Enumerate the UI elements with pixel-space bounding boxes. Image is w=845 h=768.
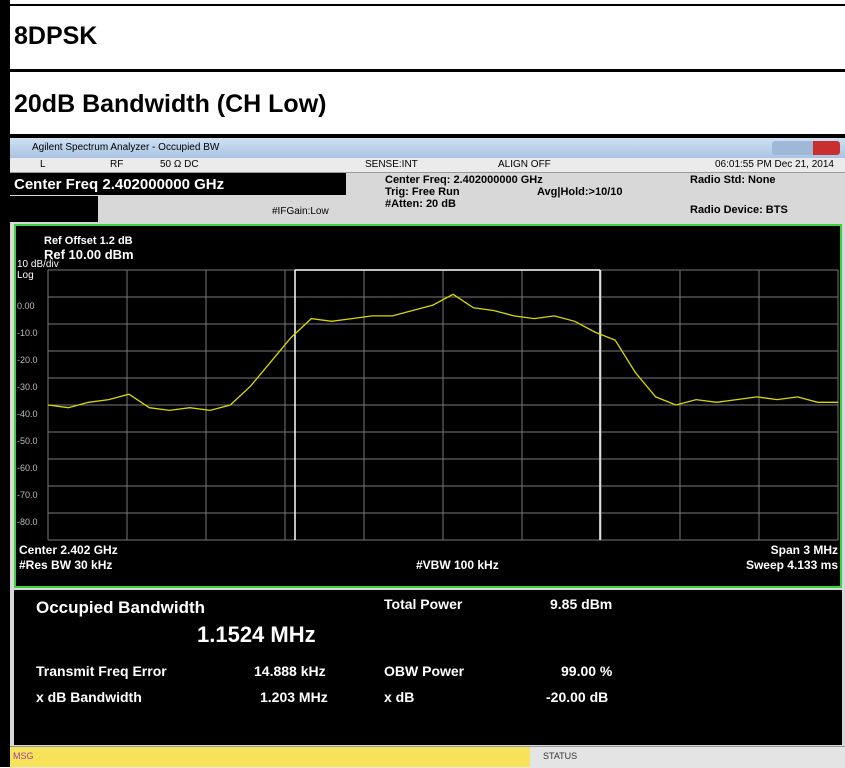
y-tick-label: -30.0 [17,382,38,392]
window-title: Agilent Spectrum Analyzer - Occupied BW [32,142,220,153]
footer-text: STATUS [543,751,578,761]
setting: Center Freq: 2.402000000 GHz [385,174,543,186]
heading: 8DPSK [14,22,98,50]
plot-border [14,224,842,588]
results-panel [14,590,842,745]
result-label: x dB [384,689,415,705]
result-label: x dB Bandwidth [36,689,142,705]
setting: #Atten: 20 dB [385,198,456,210]
sweep: Sweep 4.133 ms [746,558,838,572]
span: Span 3 MHz [771,543,838,557]
result-label: Total Power [384,596,463,612]
y-tick-label: -10.0 [17,328,38,338]
rule [0,69,845,72]
y-tick-label: -60.0 [17,463,38,473]
trace [47,293,838,412]
y-tick-label: -80.0 [17,517,38,527]
msg-box[interactable] [10,747,530,767]
status-text: ALIGN OFF [498,159,551,170]
status-text: RF [110,159,124,170]
title-bar [10,138,845,158]
result-value: 14.888 kHz [254,663,326,679]
setting: #IFGain:Low [272,206,329,217]
setting: Avg|Hold:>10/10 [537,186,623,198]
status-row [10,158,845,173]
window-buttons[interactable] [772,141,840,155]
result-value: 9.85 dBm [550,596,613,612]
result-value: 1.1524 MHz [197,622,316,647]
ref-level: Ref 10.00 dBm [44,247,134,262]
y-tick-label: -40.0 [17,409,38,419]
y-tick-label: -20.0 [17,355,38,365]
y-tick-label: 0.00 [17,301,35,311]
result-label: OBW Power [384,663,465,679]
softkey-box [10,196,98,222]
y-tick-label: -50.0 [17,436,38,446]
status-text: 06:01:55 PM Dec 21, 2014 [715,159,834,170]
result-value: 99.00 % [561,663,613,679]
rule [0,4,845,6]
result-value: 1.203 MHz [260,689,328,705]
res-bw: #Res BW 30 kHz [19,558,112,572]
spectrum-plot: Ref Offset 1.2 dB Ref 10.00 dBm 10 dB/di… [14,224,842,588]
vbw: #VBW 100 kHz [416,558,499,572]
center: Center 2.402 GHz [19,543,118,557]
result-label: Transmit Freq Error [36,663,167,679]
setting: Radio Device: BTS [690,204,788,216]
status-text: 50 Ω DC [160,159,199,170]
status-text: L [40,159,46,170]
center-freq-box[interactable] [10,173,346,195]
setting: Radio Std: None [690,174,776,186]
heading: 20dB Bandwidth (CH Low) [14,90,327,118]
setting: Trig: Free Run [385,186,460,198]
log: Log [17,270,34,281]
status-text: SENSE:INT [365,159,418,170]
rule [0,134,845,138]
y-tick-label: -70.0 [17,490,38,500]
center-freq: Center Freq 2.402000000 GHz [14,176,225,193]
result-value: -20.00 dB [546,689,609,705]
scale: 10 dB/div [17,259,59,270]
result-label: Occupied Bandwidth [36,598,206,617]
ref-offset: Ref Offset 1.2 dB [44,235,133,247]
footer-text: MSG [13,751,34,761]
